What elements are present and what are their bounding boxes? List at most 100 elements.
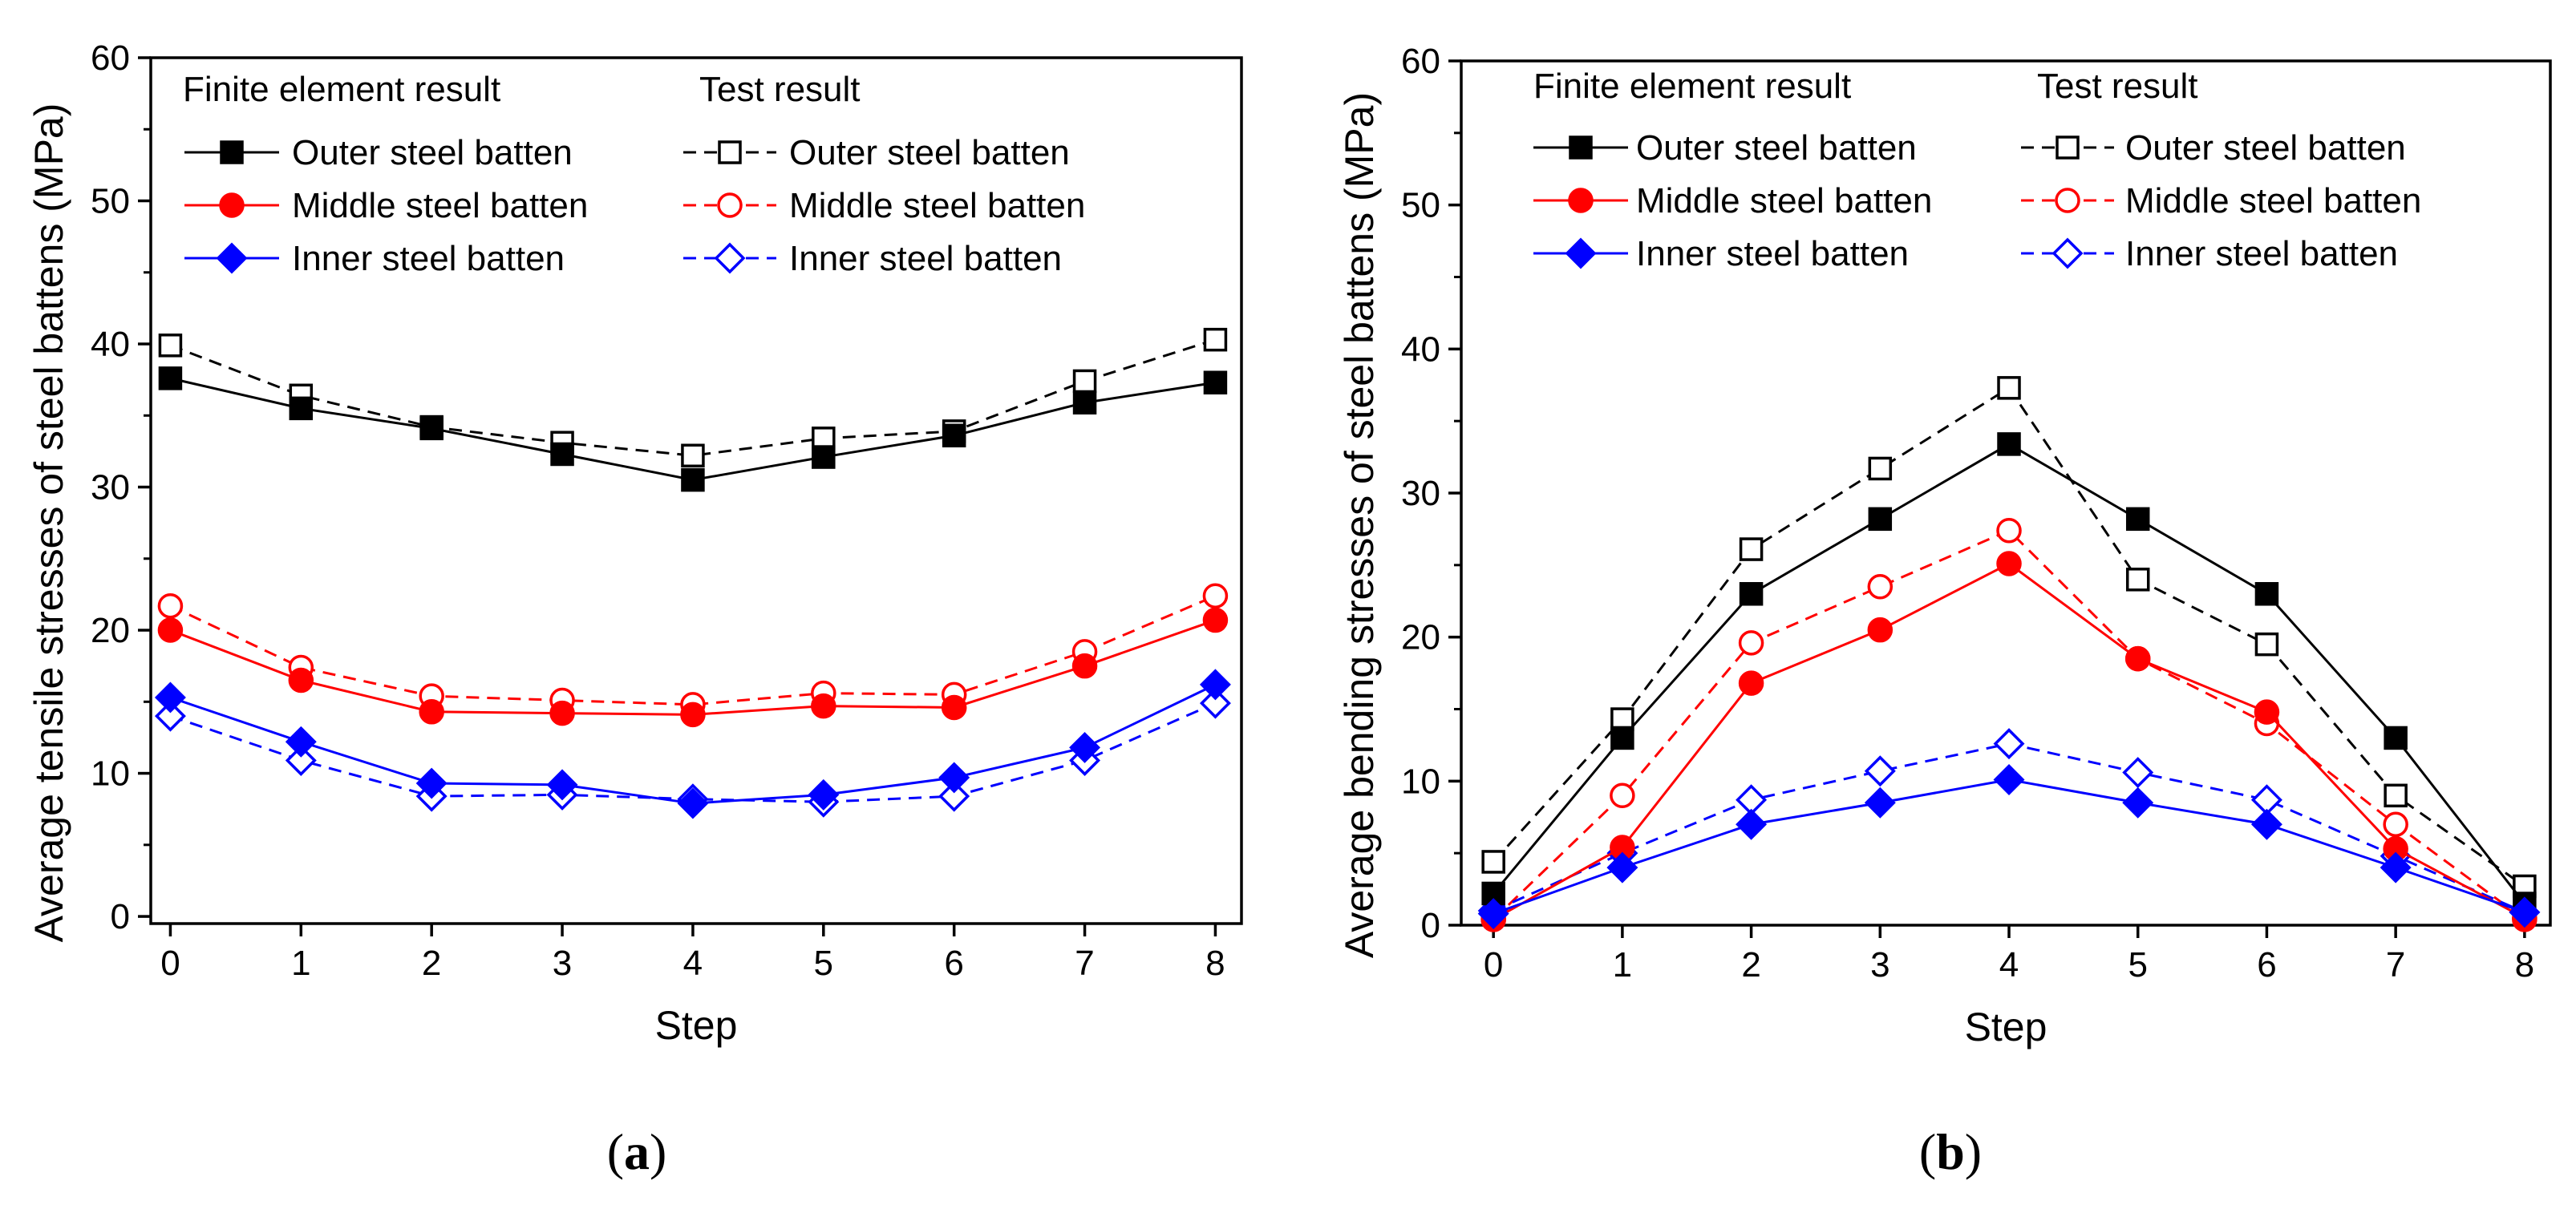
- x-tick-label: 4: [683, 944, 703, 983]
- data-point: [681, 443, 705, 468]
- legend-marker: [2051, 237, 2084, 269]
- data-point: [1738, 670, 1764, 696]
- legend-header-test: Test result: [2037, 67, 2198, 106]
- data-point: [1203, 327, 1228, 352]
- data-point: [1199, 687, 1231, 719]
- y-tick-label: 0: [1421, 906, 1440, 945]
- y-tick-label: 40: [1401, 330, 1440, 369]
- x-tick-label: 2: [1741, 945, 1760, 985]
- data-point: [1864, 755, 1896, 787]
- legend-marker: [2056, 135, 2080, 160]
- x-tick-label: 8: [2515, 945, 2534, 985]
- legend: Finite element result Test result Outer st…: [1533, 67, 2421, 273]
- legend-label: Outer steel batten: [292, 133, 573, 172]
- series-line: [1493, 528, 2525, 921]
- caption-open: (: [1919, 1123, 1936, 1180]
- panel-caption: (a): [607, 1123, 667, 1180]
- data-point: [285, 726, 317, 758]
- y-tick-label: 50: [91, 182, 130, 221]
- y-tick-label: 50: [1401, 186, 1440, 225]
- data-point: [1477, 898, 1509, 930]
- legend-marker: [2055, 188, 2080, 213]
- legend-label: Outer steel batten: [789, 133, 1070, 172]
- caption-open: (: [607, 1123, 624, 1180]
- chart-panel-b: 0 10 20 30 40 50 60 0 1 2 3 4 5 6 7 8 Step Average bendin…: [1337, 42, 2552, 1180]
- data-point: [1996, 517, 2022, 544]
- legend-marker: [717, 192, 743, 218]
- series-test-circle: [157, 583, 1229, 718]
- data-point: [1199, 669, 1231, 701]
- data-point: [938, 780, 970, 812]
- x-tick-label: 5: [814, 944, 833, 983]
- caption-letter: b: [1936, 1123, 1965, 1180]
- series-fe-square: [1481, 432, 2537, 916]
- legend: Finite element result Test result Outer st…: [183, 70, 1085, 278]
- x-axis-label: Step: [1965, 1005, 2047, 1049]
- data-point: [2380, 851, 2412, 884]
- x-axis-label: Step: [655, 1003, 738, 1048]
- y-axis-label: Average tensile stresses of steel batten…: [26, 103, 71, 943]
- legend-label: Inner steel batten: [789, 239, 1062, 278]
- legend-label: Middle steel batten: [2125, 181, 2421, 220]
- legend-marker: [216, 242, 248, 274]
- data-point: [1864, 786, 1896, 819]
- data-point: [1993, 728, 2025, 760]
- legend-marker: [1569, 135, 1593, 160]
- data-point: [2122, 786, 2154, 819]
- data-point: [154, 700, 186, 732]
- legend-marker: [714, 242, 746, 274]
- x-tick-label: 1: [1613, 945, 1632, 985]
- data-point: [549, 700, 575, 726]
- series-test-square: [1481, 376, 2537, 899]
- data-point: [158, 366, 183, 390]
- data-point: [1867, 574, 1894, 600]
- legend-header-fe: Finite element result: [1533, 67, 1851, 106]
- data-point: [2254, 699, 2280, 725]
- data-point: [419, 416, 444, 441]
- data-point: [157, 592, 184, 619]
- data-point: [811, 693, 836, 719]
- legend-label: Inner steel batten: [1636, 234, 1909, 273]
- data-point: [1072, 390, 1097, 414]
- legend-label: Middle steel batten: [789, 186, 1085, 225]
- x-tick-label: 8: [1205, 944, 1225, 983]
- caption-letter: a: [624, 1123, 650, 1180]
- data-point: [2509, 896, 2541, 928]
- data-point: [2384, 726, 2408, 750]
- data-point: [1868, 456, 1893, 481]
- legend-label: Middle steel batten: [292, 186, 588, 225]
- x-tick-label: 1: [291, 944, 310, 983]
- data-point: [288, 667, 314, 693]
- data-point: [2383, 811, 2408, 837]
- caption-close: ): [1965, 1123, 1982, 1180]
- data-point: [812, 445, 836, 469]
- data-point: [2250, 808, 2282, 840]
- data-point: [1739, 582, 1764, 606]
- data-point: [1606, 851, 1638, 884]
- data-point: [1610, 782, 1635, 809]
- data-point: [1738, 630, 1764, 656]
- caption-close: ): [650, 1123, 666, 1180]
- series-line: [1493, 443, 2526, 904]
- y-tick-label: 10: [91, 754, 130, 794]
- data-point: [1993, 764, 2025, 796]
- data-point: [681, 467, 705, 492]
- y-tick-label: 60: [91, 38, 130, 78]
- data-point: [1736, 808, 1768, 840]
- data-point: [1868, 507, 1893, 532]
- x-tick-label: 0: [160, 944, 180, 983]
- x-tick-label: 6: [944, 944, 963, 983]
- data-point: [285, 745, 317, 776]
- series-fe-diamond: [154, 669, 1231, 819]
- legend-label: Inner steel batten: [2125, 234, 2398, 273]
- legend-marker: [219, 192, 245, 218]
- x-tick-label: 3: [553, 944, 572, 983]
- legend-marker: [1565, 237, 1597, 269]
- data-point: [1867, 617, 1894, 643]
- y-axis-label: Average bending stresses of steel batten…: [1337, 92, 1382, 958]
- data-point: [2124, 645, 2151, 672]
- data-point: [157, 617, 184, 643]
- data-point: [1481, 850, 1505, 874]
- panel-caption: (b): [1919, 1123, 1982, 1180]
